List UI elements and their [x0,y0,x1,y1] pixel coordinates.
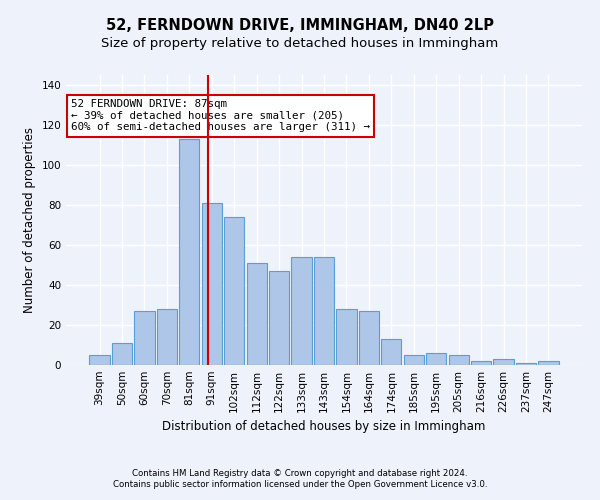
Bar [112,343,132,365]
Bar [449,355,469,365]
X-axis label: Distribution of detached houses by size in Immingham: Distribution of detached houses by size … [163,420,485,434]
Bar [471,361,491,365]
Bar [359,311,379,365]
Text: Contains public sector information licensed under the Open Government Licence v3: Contains public sector information licen… [113,480,487,489]
Bar [314,257,334,365]
Bar [516,363,536,365]
Text: 52 FERNDOWN DRIVE: 87sqm
← 39% of detached houses are smaller (205)
60% of semi-: 52 FERNDOWN DRIVE: 87sqm ← 39% of detach… [71,99,370,132]
Text: 52, FERNDOWN DRIVE, IMMINGHAM, DN40 2LP: 52, FERNDOWN DRIVE, IMMINGHAM, DN40 2LP [106,18,494,32]
Bar [179,139,199,365]
Bar [538,361,559,365]
Bar [247,263,267,365]
Bar [404,355,424,365]
Text: Size of property relative to detached houses in Immingham: Size of property relative to detached ho… [101,38,499,51]
Bar [157,309,177,365]
Bar [89,355,110,365]
Bar [269,271,289,365]
Bar [426,353,446,365]
Bar [134,311,155,365]
Bar [224,217,244,365]
Bar [202,203,222,365]
Y-axis label: Number of detached properties: Number of detached properties [23,127,36,313]
Bar [337,309,356,365]
Bar [381,339,401,365]
Bar [493,359,514,365]
Bar [292,257,311,365]
Text: Contains HM Land Registry data © Crown copyright and database right 2024.: Contains HM Land Registry data © Crown c… [132,468,468,477]
